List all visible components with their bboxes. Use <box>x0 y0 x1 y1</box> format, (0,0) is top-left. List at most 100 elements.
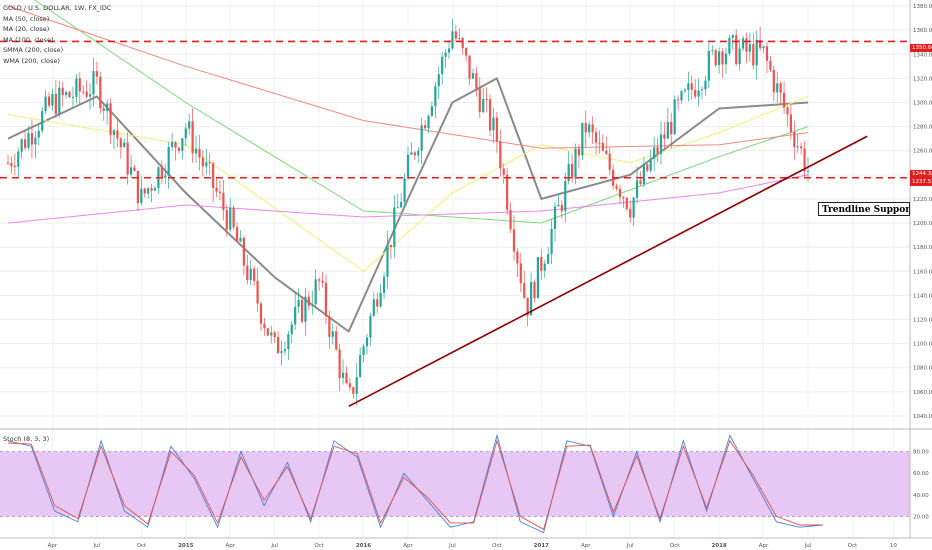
candle-body <box>465 48 468 56</box>
candle-body <box>198 148 201 158</box>
candle-body <box>529 281 533 316</box>
y-tick-label: 1040.00 <box>913 414 932 420</box>
candle-body <box>239 237 242 242</box>
candle-body <box>376 299 379 307</box>
candle-body <box>65 92 68 96</box>
x-tick-label: 2018 <box>711 543 726 549</box>
price-tag-last: 1244.38 <box>910 170 932 178</box>
candle-body <box>523 283 526 298</box>
candle-body <box>177 147 181 151</box>
candle-body <box>348 383 351 388</box>
candle-body <box>512 229 516 252</box>
candle-body <box>208 162 211 164</box>
candle-body <box>577 148 581 156</box>
x-tick-label: Jul <box>448 543 456 549</box>
candle-body <box>129 167 133 175</box>
x-tick-label: Apr <box>48 543 58 549</box>
stoch-tick-label: 60.00 <box>913 471 929 477</box>
y-tick-label: 1360.00 <box>913 28 932 34</box>
candle-body <box>694 89 697 97</box>
candle-body <box>506 174 509 210</box>
candle-body <box>140 188 143 204</box>
x-tick-label: Oct <box>848 543 858 549</box>
candle-body <box>550 228 553 255</box>
y-tick-label: 1160.00 <box>913 269 932 275</box>
legend-ma50[interactable]: MA (50, close) <box>3 14 50 23</box>
y-tick-label: 1140.00 <box>913 293 932 299</box>
candle-body <box>718 51 721 66</box>
candle-body <box>95 71 98 77</box>
candle-body <box>728 37 731 54</box>
candle-body <box>58 87 61 115</box>
candle-body <box>707 50 710 81</box>
candle-body <box>403 178 406 202</box>
candle-body <box>355 377 358 394</box>
candle-body <box>564 181 567 212</box>
candle-body <box>311 304 314 306</box>
candle-body <box>273 332 276 338</box>
candle-body <box>331 331 334 337</box>
legend-smma200[interactable]: SMMA (200, close) <box>3 46 64 54</box>
candle-body <box>608 153 611 170</box>
candle-body <box>259 303 263 324</box>
candle-body <box>683 89 687 92</box>
candle-body <box>574 148 577 179</box>
grid-lines <box>0 0 910 538</box>
candle-body <box>54 93 57 115</box>
candle-body <box>673 99 676 135</box>
x-tick-label: Apr <box>581 543 591 549</box>
legend-wma200[interactable]: WMA (200, close) <box>3 56 60 65</box>
candle-body <box>379 292 382 307</box>
candle-body <box>276 337 280 354</box>
candles <box>6 18 810 406</box>
candle-body <box>338 349 341 379</box>
candle-body <box>748 44 751 52</box>
candle-body <box>581 122 584 156</box>
candle-body <box>721 51 724 65</box>
candle-body <box>605 150 608 154</box>
candle-body <box>700 89 704 91</box>
candle-body <box>270 332 273 336</box>
legend-ma100[interactable]: MA (100, close) <box>3 35 54 44</box>
moving-averages <box>7 0 809 333</box>
y-tick-label: 1320.00 <box>913 76 932 82</box>
candle-body <box>584 122 587 133</box>
stoch-label[interactable]: Stoch (8, 3, 3) <box>3 435 50 443</box>
candle-body <box>174 142 177 148</box>
candle-body <box>242 237 245 266</box>
candle-body <box>47 96 51 106</box>
candle-body <box>519 263 522 284</box>
candle-body <box>420 125 423 151</box>
y-tick-label: 1340.00 <box>913 52 932 58</box>
candle-body <box>164 175 167 178</box>
candle-body <box>447 48 451 53</box>
candle-body <box>738 48 741 65</box>
candle-body <box>133 167 136 171</box>
candle-body <box>6 162 10 164</box>
stoch-tick-label: 80.00 <box>913 450 929 456</box>
candle-body <box>526 297 529 316</box>
candle-body <box>714 50 717 66</box>
y-tick-label: 1300.00 <box>913 100 932 106</box>
candle-body <box>485 98 488 100</box>
candle-body <box>10 163 13 167</box>
candle-body <box>782 92 786 108</box>
price-tag-resistance: 1350.66 <box>910 44 932 52</box>
candle-body <box>741 38 745 49</box>
x-tick-label: Jul <box>804 543 812 549</box>
candle-body <box>126 142 129 175</box>
x-tick-label: Jul <box>270 543 278 549</box>
legend-ma20[interactable]: MA (20, close) <box>3 25 50 33</box>
candle-body <box>441 56 444 75</box>
y-tick-label: 1060.00 <box>913 390 932 396</box>
candle-body <box>427 115 430 129</box>
candle-body <box>687 83 690 90</box>
candle-body <box>30 133 34 145</box>
legend-symbol: GOLD / U.S. DOLLAR, 1W, FX_IDC <box>3 4 112 12</box>
ma-line-2 <box>7 96 809 272</box>
candle-body <box>27 133 30 148</box>
y-tick-label: 1100.00 <box>913 342 932 348</box>
candle-body <box>386 244 389 277</box>
candle-body <box>625 197 628 210</box>
